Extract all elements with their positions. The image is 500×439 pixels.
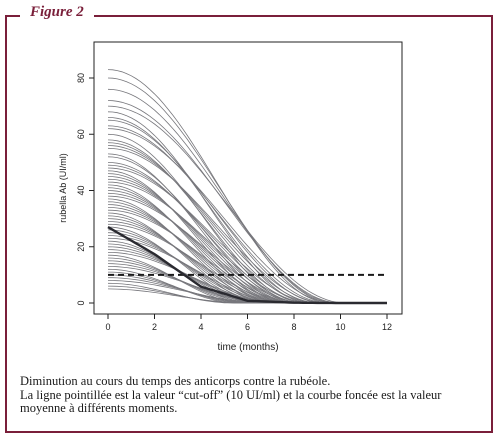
y-tick-label: 20 xyxy=(76,242,86,252)
caption-line-3: moyenne à différents moments. xyxy=(20,401,178,415)
x-tick-label: 0 xyxy=(105,322,110,332)
antibody-curve xyxy=(107,153,387,304)
x-tick-label: 12 xyxy=(382,322,392,332)
caption-line-2: La ligne pointillée est la valeur “cut-o… xyxy=(20,387,442,402)
antibody-curve xyxy=(107,173,387,304)
antibody-curve xyxy=(107,133,387,304)
x-tick-label: 10 xyxy=(335,322,345,332)
axes: 0 2 4 6 8 10 12 0 20 40 60 80 xyxy=(76,41,403,332)
figure-caption: Diminution au cours du temps des anticor… xyxy=(20,374,480,416)
antibody-curve xyxy=(107,145,387,304)
figure-frame xyxy=(5,15,493,433)
y-tick-label: 0 xyxy=(76,300,86,305)
antibody-curve xyxy=(107,147,387,304)
y-tick-label: 40 xyxy=(76,185,86,195)
caption-line-1: Diminution au cours du temps des anticor… xyxy=(20,374,331,388)
figure-label: Figure 2 xyxy=(20,4,94,21)
y-axis-label: rubella Ab (UI/ml) xyxy=(58,153,68,223)
antibody-curves xyxy=(107,69,387,304)
antibody-curve xyxy=(107,125,387,304)
x-tick-label: 2 xyxy=(152,322,157,332)
x-tick-label: 8 xyxy=(291,322,296,332)
antibody-curve xyxy=(107,192,387,304)
x-axis-label: time (months) xyxy=(217,342,278,353)
mean-curve xyxy=(107,226,387,305)
y-tick-label: 60 xyxy=(76,129,86,139)
antibody-curve xyxy=(107,88,387,304)
antibody-curve xyxy=(107,77,387,304)
antibody-curve xyxy=(107,237,387,304)
x-tick-label: 4 xyxy=(198,322,203,332)
x-tick-label: 6 xyxy=(245,322,250,332)
y-tick-label: 80 xyxy=(76,73,86,83)
